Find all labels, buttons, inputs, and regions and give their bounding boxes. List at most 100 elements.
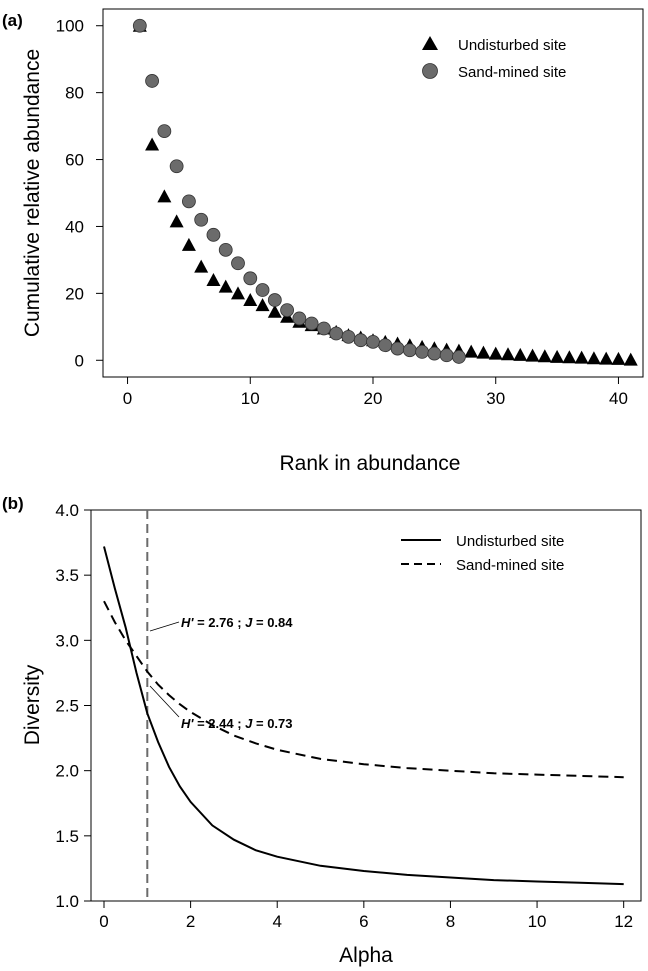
annotation-undisturbed: H' = 2.44 ; J = 0.73 (149, 685, 293, 731)
legend-label-sand-mined: Sand-mined site (456, 557, 564, 574)
data-point-sand-mined (292, 311, 307, 326)
annotation-sand-mined: H' = 2.76 ; J = 0.84 (149, 615, 293, 632)
data-point-undisturbed (525, 348, 540, 362)
data-point-sand-mined (304, 316, 319, 331)
x-tick-label: 20 (364, 389, 383, 408)
x-tick-label: 10 (241, 389, 260, 408)
legend-circle-marker (422, 63, 438, 79)
panel-a-label: (a) (2, 11, 23, 30)
data-point-undisturbed (586, 351, 601, 365)
data-point-undisturbed (562, 350, 577, 364)
data-point-undisturbed (623, 352, 638, 366)
x-tick-label: 6 (359, 912, 368, 931)
annotation-leader-line (149, 685, 180, 718)
y-tick-label: 1.5 (55, 827, 79, 846)
data-point-sand-mined (366, 334, 380, 349)
data-point-undisturbed (476, 345, 491, 359)
panel-b-legend: Undisturbed site Sand-mined site (401, 533, 564, 574)
y-tick-label: 2.5 (55, 697, 79, 716)
line-undisturbed (103, 546, 624, 886)
annotation-text: H' = 2.44 ; J = 0.73 (181, 716, 293, 731)
panel-b-y-axis-title: Diversity (21, 664, 44, 745)
data-point-sand-mined (169, 159, 184, 174)
data-point-undisturbed (145, 137, 160, 151)
data-point-undisturbed (267, 304, 282, 318)
y-tick-label: 3.0 (55, 631, 79, 650)
y-tick-label: 4.0 (55, 501, 79, 520)
data-point-sand-mined (255, 283, 270, 297)
data-point-sand-mined (317, 321, 331, 336)
panel-a-x-axis-title: Rank in abundance (280, 452, 461, 475)
data-point-sand-mined (231, 256, 245, 271)
data-point-sand-mined (452, 350, 466, 364)
data-point-sand-mined (145, 74, 159, 88)
annotation-leader-line (149, 621, 180, 632)
data-point-undisturbed (488, 346, 503, 360)
x-tick-label: 40 (609, 389, 628, 408)
data-point-sand-mined (194, 212, 209, 227)
data-point-undisturbed (550, 349, 565, 363)
data-point-undisturbed (464, 344, 479, 358)
data-point-sand-mined (206, 227, 221, 242)
data-point-sand-mined (341, 329, 356, 344)
data-point-undisturbed (231, 286, 245, 300)
panel-b-series-lines (103, 546, 624, 886)
data-point-undisturbed (501, 347, 515, 361)
data-point-sand-mined (378, 338, 393, 353)
x-tick-label: 0 (123, 389, 132, 408)
data-point-sand-mined (353, 333, 368, 348)
data-point-undisturbed (194, 259, 209, 273)
data-point-undisturbed (181, 237, 196, 251)
panel-b-y-axis: 1.0 1.5 2.0 2.5 3.0 3.5 4.0 (55, 501, 91, 911)
data-point-undisturbed (157, 189, 172, 203)
data-point-sand-mined (390, 341, 405, 356)
data-point-sand-mined (267, 293, 282, 307)
line-sand-mined (103, 600, 624, 779)
panel-a-data-points (132, 18, 638, 366)
panel-a-y-axis: 0 20 40 60 80 100 (56, 17, 103, 370)
data-point-undisturbed (599, 351, 614, 365)
panel-a-x-axis: 0 10 20 30 40 (123, 377, 628, 408)
y-tick-label: 3.5 (55, 566, 79, 585)
data-point-sand-mined (427, 346, 442, 361)
x-tick-label: 2 (186, 912, 195, 931)
data-point-undisturbed (611, 351, 626, 365)
x-tick-label: 12 (614, 912, 633, 931)
y-tick-label: 20 (65, 284, 84, 303)
data-point-undisturbed (169, 214, 184, 228)
legend-label-undisturbed: Undisturbed site (456, 533, 564, 550)
data-point-sand-mined (280, 303, 294, 317)
y-tick-label: 60 (65, 151, 84, 170)
data-point-sand-mined (132, 18, 147, 33)
data-point-sand-mined (182, 194, 196, 209)
y-tick-label: 2.0 (55, 762, 79, 781)
x-tick-label: 30 (486, 389, 505, 408)
panel-b: (b) 0 2 4 6 8 10 12 1.0 1.5 2.0 2.5 3.0 3.5 4.0 Alph… (2, 494, 642, 967)
data-point-undisturbed (574, 350, 589, 364)
x-tick-label: 8 (446, 912, 455, 931)
annotation-text: H' = 2.76 ; J = 0.84 (181, 615, 293, 630)
panel-b-label: (b) (2, 494, 24, 513)
y-tick-label: 40 (65, 217, 84, 236)
data-point-undisturbed (513, 347, 528, 361)
data-point-undisturbed (206, 272, 221, 286)
data-point-sand-mined (329, 326, 344, 341)
y-tick-label: 100 (56, 17, 84, 36)
y-tick-label: 0 (75, 351, 84, 370)
x-tick-label: 4 (272, 912, 281, 931)
y-tick-label: 80 (65, 84, 84, 103)
x-tick-label: 10 (528, 912, 547, 931)
x-tick-label: 0 (99, 912, 108, 931)
panel-b-x-axis: 0 2 4 6 8 10 12 (99, 901, 633, 931)
data-point-undisturbed (218, 279, 233, 293)
data-point-sand-mined (415, 345, 429, 359)
data-point-sand-mined (439, 348, 454, 363)
panel-a-legend: Undisturbed site Sand-mined site (422, 36, 566, 81)
data-point-sand-mined (243, 271, 258, 286)
panel-a-y-axis-title: Cumulative relative abundance (21, 49, 44, 337)
data-point-sand-mined (218, 242, 233, 257)
legend-label-sand-mined: Sand-mined site (458, 64, 566, 81)
panel-b-x-axis-title: Alpha (339, 944, 393, 967)
